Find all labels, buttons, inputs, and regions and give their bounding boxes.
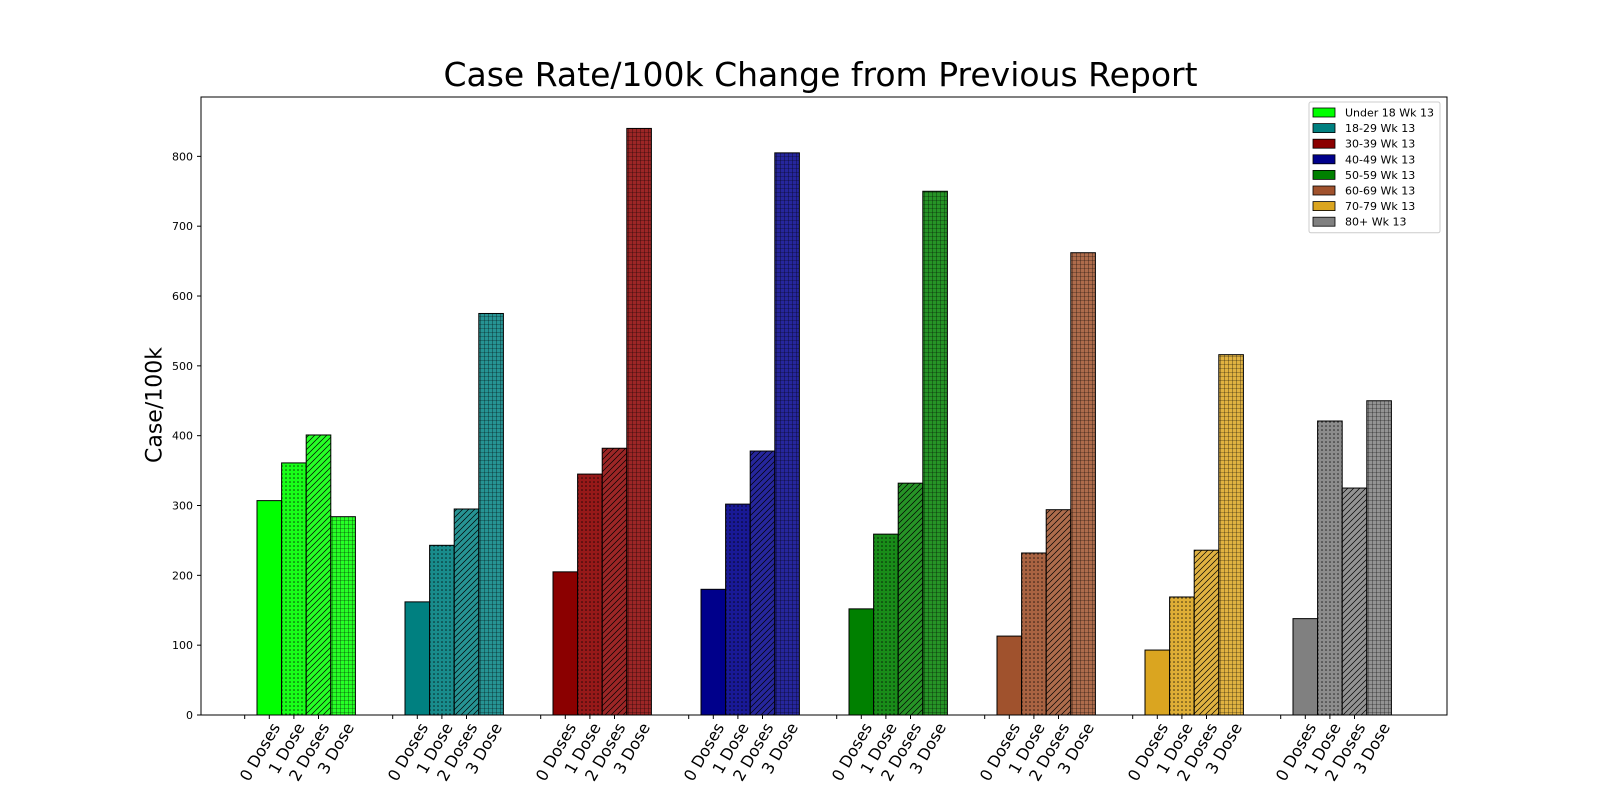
bar-hatch [1218, 354, 1244, 715]
bar-hatch [1342, 488, 1367, 715]
legend-swatch [1312, 201, 1336, 212]
y-tick-label: 100 [172, 639, 193, 652]
legend-box [1308, 101, 1441, 234]
bar-hatch [725, 504, 751, 715]
bar-hatch [922, 191, 948, 715]
bar-hatch [1194, 550, 1219, 715]
legend-swatch [1312, 185, 1336, 196]
bar-hatch [750, 451, 775, 715]
bar [256, 500, 283, 716]
y-tick-label: 400 [172, 430, 193, 443]
legend-swatch [1312, 107, 1336, 118]
bar-hatch [1046, 509, 1071, 715]
bar-hatch [1169, 596, 1195, 715]
bar-hatch [774, 152, 800, 716]
legend-label: 18-29 Wk 13 [1345, 122, 1415, 135]
y-tick-label: 500 [172, 360, 193, 373]
legend: Under 18 Wk 13 18-29 Wk 13 30-39 Wk 13 40-4… [1308, 101, 1441, 234]
bar-hatch [1070, 252, 1096, 715]
bar [404, 601, 431, 716]
chart-title: Case Rate/100k Change from Previous Repo… [443, 55, 1198, 94]
y-tick-label: 300 [172, 500, 193, 513]
bar-hatch [306, 434, 331, 715]
bar [700, 588, 727, 716]
bar-hatch [281, 462, 307, 715]
bar [996, 635, 1023, 716]
y-tick-label: 700 [172, 220, 193, 233]
legend-label: 60-69 Wk 13 [1345, 185, 1415, 198]
legend-label: 40-49 Wk 13 [1345, 153, 1415, 166]
legend-swatch [1312, 154, 1336, 165]
bar-hatch [626, 128, 652, 716]
bar-hatch [1366, 400, 1392, 715]
bar-hatch [478, 313, 504, 715]
bar [1292, 618, 1319, 716]
legend-label: Under 18 Wk 13 [1345, 107, 1434, 120]
legend-swatch [1312, 138, 1336, 149]
legend-swatch [1312, 216, 1336, 227]
legend-label: 70-79 Wk 13 [1345, 200, 1415, 213]
bar-hatch [330, 516, 356, 715]
y-tick-label: 200 [172, 569, 193, 582]
bar-hatch [454, 509, 479, 715]
bar [1144, 649, 1171, 716]
bar-hatch [577, 474, 603, 715]
bar-hatch [1317, 421, 1343, 715]
bar-hatch [429, 545, 455, 715]
bar-hatch [898, 483, 923, 715]
bar [848, 608, 875, 716]
bars-layer [256, 127, 1392, 716]
legend-swatch [1312, 123, 1336, 133]
legend-swatch [1312, 169, 1336, 180]
legend-label: 80+ Wk 13 [1345, 216, 1406, 229]
plot-frame [200, 96, 1448, 716]
bar-hatch [873, 534, 899, 715]
y-tick-label: 800 [172, 150, 193, 163]
bar [552, 571, 579, 716]
bar-hatch [602, 448, 627, 715]
legend-label: 30-39 Wk 13 [1345, 138, 1415, 151]
y-tick-label: 0 [186, 709, 193, 722]
legend-label: 50-59 Wk 13 [1345, 169, 1415, 182]
y-tick-label: 600 [172, 290, 193, 303]
bar-hatch [1021, 552, 1047, 715]
